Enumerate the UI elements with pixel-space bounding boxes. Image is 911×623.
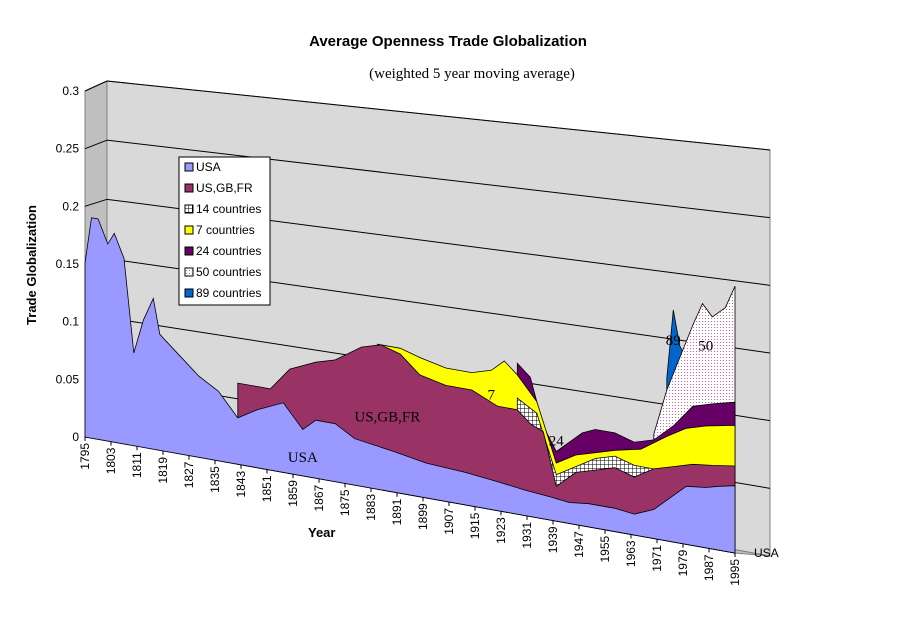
x-tick-label: 1931 (520, 522, 534, 549)
y-axis-title: Trade Globalization (24, 205, 39, 325)
gridline (106, 80, 771, 151)
series-layer (84, 217, 736, 554)
legend-swatch (184, 204, 194, 214)
y-tick-label: 0.15 (56, 257, 80, 271)
y-axis-ticks: 0 0.05 0.1 0.15 0.2 0.25 0.3 (56, 84, 80, 444)
x-tick-label: 1971 (650, 545, 664, 572)
chart-subtitle: (weighted 5 year moving average) (369, 66, 575, 82)
legend-swatch (184, 225, 194, 235)
y-tick-label: 0.1 (62, 315, 79, 329)
x-tick-label: 1987 (702, 554, 716, 581)
x-tick-label: 1915 (468, 512, 482, 539)
legend-label: 89 countries (196, 286, 261, 300)
x-tick-label: 1947 (572, 531, 586, 558)
y-tick-label: 0.2 (62, 199, 79, 213)
x-tick-label: 1867 (312, 484, 326, 511)
area-label: 24 (549, 434, 565, 450)
y-tick-label: 0 (72, 430, 79, 444)
legend-label: 24 countries (196, 244, 261, 258)
series-area-usa (84, 217, 736, 554)
x-tick-label: 1843 (234, 470, 248, 497)
x-tick-label: 1907 (442, 508, 456, 535)
depth-axis-label: USA (754, 546, 779, 560)
x-tick-label: 1891 (390, 498, 404, 525)
x-tick-label: 1795 (78, 443, 92, 470)
y-tick-label: 0.05 (56, 372, 80, 386)
area-label: 50 (698, 339, 713, 355)
x-tick-label: 1811 (130, 452, 144, 478)
chart-title: Average Openness Trade Globalization (309, 33, 587, 50)
x-tick-label: 1939 (546, 526, 560, 553)
legend-label: 7 countries (196, 223, 255, 237)
x-tick-label: 1827 (182, 461, 196, 488)
x-tick-label: 1955 (598, 535, 612, 562)
legend-label: 14 countries (196, 202, 261, 216)
gridline (106, 139, 771, 219)
series-area-us-gb-fr (237, 344, 736, 554)
x-tick-label: 1899 (416, 503, 430, 530)
x-tick-label: 1851 (260, 475, 274, 502)
legend: USA US,GB,FR 14 countries 7 countries 24 cou… (178, 156, 271, 306)
legend-swatch (184, 183, 194, 193)
x-tick-label: 1859 (286, 480, 300, 507)
x-tick-label: 1875 (338, 489, 352, 516)
legend-label: US,GB,FR (196, 181, 253, 195)
legend-swatch (184, 246, 194, 256)
area-label: 7 (488, 387, 496, 403)
y-tick-label: 0.25 (56, 142, 80, 156)
legend-swatch (184, 162, 194, 172)
x-axis-ticks: 1795 1803 1811 1819 1827 1835 1843 1851 1859 1867… (78, 437, 742, 586)
area-label: US,GB,FR (354, 409, 420, 425)
gridline-side (84, 139, 108, 150)
legend-label: 50 countries (196, 265, 261, 279)
x-tick-label: 1819 (156, 457, 170, 484)
legend-swatch (184, 288, 194, 298)
x-tick-label: 1923 (494, 517, 508, 544)
x-axis-title: Year (308, 525, 335, 540)
x-tick-label: 1835 (208, 466, 222, 493)
area-labels: USA US,GB,FR 7 24 50 89 (288, 333, 714, 466)
legend-label: USA (196, 160, 221, 174)
x-tick-label: 1995 (728, 559, 742, 586)
y-tick-label: 0.3 (62, 84, 79, 98)
x-tick-label: 1803 (104, 447, 118, 474)
legend-box (178, 156, 271, 306)
gridline-side (84, 80, 108, 92)
area-label: USA (288, 450, 318, 466)
gridline-side (84, 198, 108, 207)
legend-swatch (184, 267, 194, 277)
area-label: 89 (666, 333, 681, 349)
x-tick-label: 1883 (364, 494, 378, 521)
x-tick-label: 1963 (624, 540, 638, 567)
x-tick-label: 1979 (676, 549, 690, 576)
